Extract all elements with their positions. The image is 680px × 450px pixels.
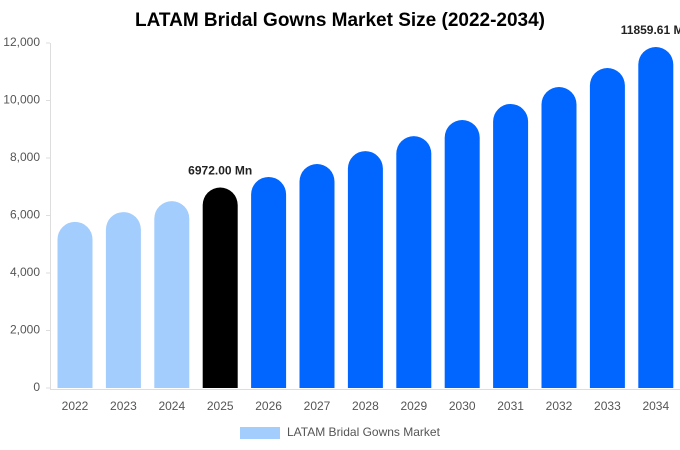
x-tick-label: 2029: [400, 399, 427, 413]
y-tick-label: 6,000: [10, 208, 40, 222]
legend-label: LATAM Bridal Gowns Market: [287, 425, 441, 439]
bar: [396, 136, 432, 388]
y-tick-label: 2,000: [10, 323, 40, 337]
legend-swatch: [240, 427, 280, 439]
x-tick-label: 2025: [207, 399, 234, 413]
y-tick-label: 4,000: [10, 265, 40, 279]
y-tick-label: 8,000: [10, 150, 40, 164]
chart-title: LATAM Bridal Gowns Market Size (2022-203…: [135, 10, 545, 31]
y-tick-label: 12,000: [3, 35, 40, 49]
x-tick-label: 2030: [449, 399, 476, 413]
bar: [589, 68, 625, 388]
bar: [444, 120, 480, 389]
x-tick-label: 2024: [158, 399, 185, 413]
x-tick-label: 2031: [497, 399, 524, 413]
bar: [57, 221, 93, 388]
data-label: 6972.00 Mn: [188, 164, 252, 178]
x-tick-label: 2034: [642, 399, 669, 413]
bar: [638, 47, 674, 389]
bar: [251, 176, 287, 388]
bar: [105, 212, 141, 388]
bar: [347, 151, 383, 388]
x-tick-label: 2033: [594, 399, 621, 413]
x-tick-label: 2022: [62, 399, 89, 413]
data-label: 11859.61 Mn: [621, 23, 680, 37]
x-tick-label: 2027: [304, 399, 331, 413]
x-tick-label: 2023: [110, 399, 137, 413]
bar: [202, 187, 238, 388]
y-tick-label: 10,000: [3, 93, 40, 107]
bar: [493, 103, 529, 388]
y-tick-label: 0: [33, 380, 40, 394]
bar: [541, 87, 577, 389]
bar: [299, 164, 335, 388]
bar: [154, 201, 190, 388]
x-tick-label: 2026: [255, 399, 282, 413]
x-tick-label: 2032: [546, 399, 573, 413]
x-tick-label: 2028: [352, 399, 379, 413]
